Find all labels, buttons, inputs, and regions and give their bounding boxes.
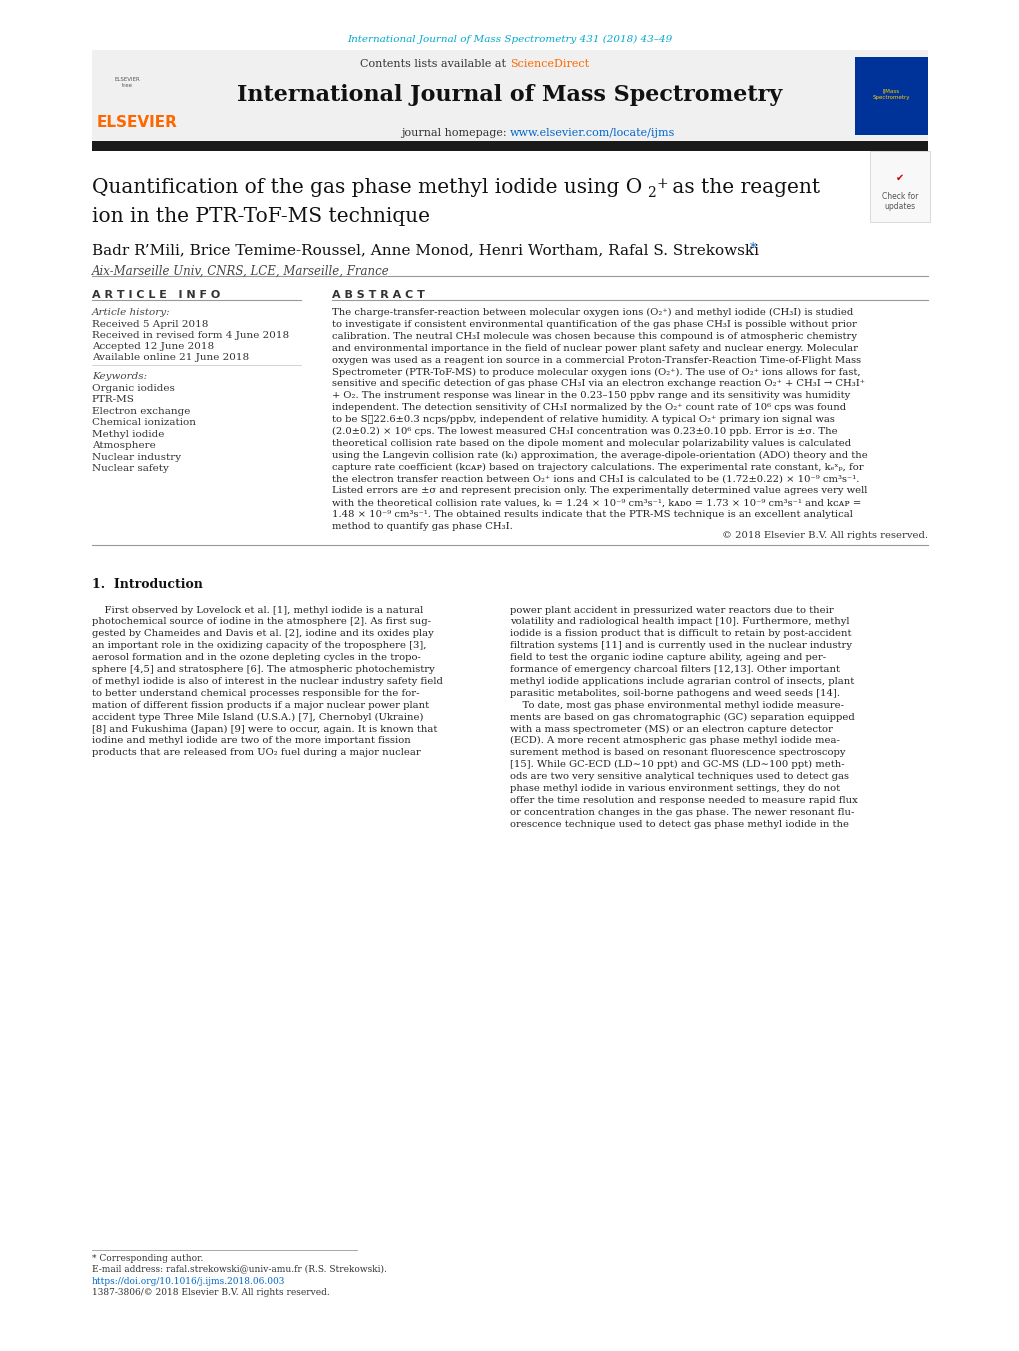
Text: IJMass
Spectrometry: IJMass Spectrometry: [872, 89, 909, 100]
Text: +: +: [656, 177, 667, 190]
Text: photochemical source of iodine in the atmosphere [2]. As first sug-: photochemical source of iodine in the at…: [92, 617, 430, 627]
Text: To date, most gas phase environmental methyl iodide measure-: To date, most gas phase environmental me…: [510, 701, 843, 709]
Text: (ECD). A more recent atmospheric gas phase methyl iodide mea-: (ECD). A more recent atmospheric gas pha…: [510, 736, 839, 746]
Text: *: *: [749, 242, 755, 255]
Text: journal homepage:: journal homepage:: [400, 128, 510, 138]
Text: Badr R’Mili, Brice Temime-Roussel, Anne Monod, Henri Wortham, Rafal S. Strekowsk: Badr R’Mili, Brice Temime-Roussel, Anne …: [92, 243, 758, 257]
Text: Nuclear industry: Nuclear industry: [92, 453, 180, 462]
Text: Aix-Marseille Univ, CNRS, LCE, Marseille, France: Aix-Marseille Univ, CNRS, LCE, Marseille…: [92, 265, 389, 278]
Text: with the theoretical collision rate values, kₗ = 1.24 × 10⁻⁹ cm³s⁻¹, kᴀᴅᴏ = 1.73: with the theoretical collision rate valu…: [331, 499, 860, 507]
Text: or concentration changes in the gas phase. The newer resonant flu-: or concentration changes in the gas phas…: [510, 808, 854, 816]
Text: The charge-transfer-reaction between molecular oxygen ions (O₂⁺) and methyl iodi: The charge-transfer-reaction between mol…: [331, 308, 852, 317]
Text: Check for
updates: Check for updates: [881, 192, 917, 211]
Text: 1.48 × 10⁻⁹ cm³s⁻¹. The obtained results indicate that the PTR-MS technique is a: 1.48 × 10⁻⁹ cm³s⁻¹. The obtained results…: [331, 511, 852, 519]
Text: PTR-MS: PTR-MS: [92, 396, 135, 404]
Text: Accepted 12 June 2018: Accepted 12 June 2018: [92, 342, 214, 351]
Text: Nuclear safety: Nuclear safety: [92, 465, 168, 473]
Text: International Journal of Mass Spectrometry: International Journal of Mass Spectromet…: [237, 84, 782, 105]
Text: aerosol formation and in the ozone depleting cycles in the tropo-: aerosol formation and in the ozone deple…: [92, 653, 420, 662]
Text: calibration. The neutral CH₃I molecule was chosen because this compound is of at: calibration. The neutral CH₃I molecule w…: [331, 332, 856, 340]
Text: Chemical ionization: Chemical ionization: [92, 419, 196, 427]
Text: oxygen was used as a reagent ion source in a commercial Proton-Transfer-Reaction: oxygen was used as a reagent ion source …: [331, 355, 860, 365]
Text: ScienceDirect: ScienceDirect: [510, 59, 589, 69]
Text: iodine and methyl iodide are two of the more important fission: iodine and methyl iodide are two of the …: [92, 736, 410, 746]
Text: and environmental importance in the field of nuclear power plant safety and nucl: and environmental importance in the fiel…: [331, 343, 857, 353]
Text: International Journal of Mass Spectrometry 431 (2018) 43–49: International Journal of Mass Spectromet…: [347, 35, 672, 45]
Text: First observed by Lovelock et al. [1], methyl iodide is a natural: First observed by Lovelock et al. [1], m…: [92, 605, 423, 615]
Text: ✔: ✔: [896, 173, 903, 182]
Text: © 2018 Elsevier B.V. All rights reserved.: © 2018 Elsevier B.V. All rights reserved…: [721, 531, 927, 540]
Text: an important role in the oxidizing capacity of the troposphere [3],: an important role in the oxidizing capac…: [92, 642, 426, 650]
Text: ELSEVIER
tree: ELSEVIER tree: [114, 77, 141, 88]
Text: Electron exchange: Electron exchange: [92, 407, 190, 416]
Text: Quantification of the gas phase methyl iodide using O: Quantification of the gas phase methyl i…: [92, 178, 641, 197]
Text: filtration systems [11] and is currently used in the nuclear industry: filtration systems [11] and is currently…: [510, 642, 851, 650]
Text: A B S T R A C T: A B S T R A C T: [331, 290, 424, 300]
Text: to better understand chemical processes responsible for the for-: to better understand chemical processes …: [92, 689, 419, 697]
Text: sensitive and specific detection of gas phase CH₃I via an electron exchange reac: sensitive and specific detection of gas …: [331, 380, 864, 388]
Text: power plant accident in pressurized water reactors due to their: power plant accident in pressurized wate…: [510, 605, 833, 615]
Text: offer the time resolution and response needed to measure rapid flux: offer the time resolution and response n…: [510, 796, 857, 805]
Text: parasitic metabolites, soil-borne pathogens and weed seeds [14].: parasitic metabolites, soil-borne pathog…: [510, 689, 840, 697]
Text: volatility and radiological health impact [10]. Furthermore, methyl: volatility and radiological health impac…: [510, 617, 849, 627]
Text: E-mail address: rafal.strekowski@univ-amu.fr (R.S. Strekowski).: E-mail address: rafal.strekowski@univ-am…: [92, 1265, 386, 1274]
Text: www.elsevier.com/locate/ijms: www.elsevier.com/locate/ijms: [510, 128, 675, 138]
Text: method to quantify gas phase CH₃I.: method to quantify gas phase CH₃I.: [331, 521, 512, 531]
Text: ion in the PTR-ToF-MS technique: ion in the PTR-ToF-MS technique: [92, 207, 429, 226]
Text: accident type Three Mile Island (U.S.A.) [7], Chernobyl (Ukraine): accident type Three Mile Island (U.S.A.)…: [92, 712, 423, 721]
Text: (2.0±0.2) × 10⁶ cps. The lowest measured CH₃I concentration was 0.23±0.10 ppb. E: (2.0±0.2) × 10⁶ cps. The lowest measured…: [331, 427, 837, 436]
Text: formance of emergency charcoal filters [12,13]. Other important: formance of emergency charcoal filters […: [510, 665, 840, 674]
Text: with a mass spectrometer (MS) or an electron capture detector: with a mass spectrometer (MS) or an elec…: [510, 724, 833, 734]
Text: gested by Chameides and Davis et al. [2], iodine and its oxides play: gested by Chameides and Davis et al. [2]…: [92, 630, 433, 638]
Text: https://doi.org/10.1016/j.ijms.2018.06.003: https://doi.org/10.1016/j.ijms.2018.06.0…: [92, 1277, 285, 1286]
Text: Article history:: Article history:: [92, 308, 170, 317]
Text: sphere [4,5] and stratosphere [6]. The atmospheric photochemistry: sphere [4,5] and stratosphere [6]. The a…: [92, 665, 434, 674]
Text: A R T I C L E   I N F O: A R T I C L E I N F O: [92, 290, 220, 300]
Text: using the Langevin collision rate (kₗ) approximation, the average-dipole-orienta: using the Langevin collision rate (kₗ) a…: [331, 451, 866, 459]
Text: iodide is a fission product that is difficult to retain by post-accident: iodide is a fission product that is diff…: [510, 630, 851, 638]
Text: mation of different fission products if a major nuclear power plant: mation of different fission products if …: [92, 701, 429, 709]
Text: capture rate coefficient (kᴄᴀᴘ) based on trajectory calculations. The experiment: capture rate coefficient (kᴄᴀᴘ) based on…: [331, 462, 862, 471]
Text: to be S≄22.6±0.3 ncps/ppbv, independent of relative humidity. A typical O₂⁺ prim: to be S≄22.6±0.3 ncps/ppbv, independent …: [331, 415, 834, 424]
Text: orescence technique used to detect gas phase methyl iodide in the: orescence technique used to detect gas p…: [510, 820, 848, 828]
Text: Received 5 April 2018: Received 5 April 2018: [92, 320, 208, 330]
Text: Spectrometer (PTR-ToF-MS) to produce molecular oxygen ions (O₂⁺). The use of O₂⁺: Spectrometer (PTR-ToF-MS) to produce mol…: [331, 367, 859, 377]
Text: products that are released from UO₂ fuel during a major nuclear: products that are released from UO₂ fuel…: [92, 748, 420, 757]
Text: to investigate if consistent environmental quantification of the gas phase CH₃I : to investigate if consistent environment…: [331, 320, 856, 328]
Text: Methyl iodide: Methyl iodide: [92, 430, 164, 439]
Text: Listed errors are ±σ and represent precision only. The experimentally determined: Listed errors are ±σ and represent preci…: [331, 486, 866, 496]
Text: 1387-3806/© 2018 Elsevier B.V. All rights reserved.: 1387-3806/© 2018 Elsevier B.V. All right…: [92, 1288, 329, 1297]
Text: field to test the organic iodine capture ability, ageing and per-: field to test the organic iodine capture…: [510, 653, 825, 662]
Text: ELSEVIER: ELSEVIER: [97, 115, 177, 130]
Text: Contents lists available at: Contents lists available at: [360, 59, 510, 69]
Text: ods are two very sensitive analytical techniques used to detect gas: ods are two very sensitive analytical te…: [510, 771, 848, 781]
Text: methyl iodide applications include agrarian control of insects, plant: methyl iodide applications include agrar…: [510, 677, 854, 686]
Text: + O₂. The instrument response was linear in the 0.23–150 ppbv range and its sens: + O₂. The instrument response was linear…: [331, 392, 849, 400]
Text: Atmosphere: Atmosphere: [92, 440, 156, 450]
Text: Received in revised form 4 June 2018: Received in revised form 4 June 2018: [92, 331, 288, 340]
Text: of methyl iodide is also of interest in the nuclear industry safety field: of methyl iodide is also of interest in …: [92, 677, 442, 686]
Text: Organic iodides: Organic iodides: [92, 384, 174, 393]
Text: surement method is based on resonant fluorescence spectroscopy: surement method is based on resonant flu…: [510, 748, 845, 757]
Text: as the reagent: as the reagent: [665, 178, 819, 197]
Text: independent. The detection sensitivity of CH₃I normalized by the O₂⁺ count rate : independent. The detection sensitivity o…: [331, 403, 845, 412]
Text: 1.  Introduction: 1. Introduction: [92, 578, 203, 592]
Text: the electron transfer reaction between O₂⁺ ions and CH₃I is calculated to be (1.: the electron transfer reaction between O…: [331, 474, 858, 484]
Text: Available online 21 June 2018: Available online 21 June 2018: [92, 353, 249, 362]
Text: [8] and Fukushima (Japan) [9] were to occur, again. It is known that: [8] and Fukushima (Japan) [9] were to oc…: [92, 724, 437, 734]
Text: * Corresponding author.: * Corresponding author.: [92, 1254, 203, 1263]
Text: 2: 2: [646, 186, 655, 200]
Text: ments are based on gas chromatographic (GC) separation equipped: ments are based on gas chromatographic (…: [510, 712, 854, 721]
Text: Keywords:: Keywords:: [92, 372, 147, 381]
Text: phase methyl iodide in various environment settings, they do not: phase methyl iodide in various environme…: [510, 784, 840, 793]
Text: theoretical collision rate based on the dipole moment and molecular polarizabili: theoretical collision rate based on the …: [331, 439, 850, 447]
Text: [15]. While GC-ECD (LD∼10 ppt) and GC-MS (LD∼100 ppt) meth-: [15]. While GC-ECD (LD∼10 ppt) and GC-MS…: [510, 761, 844, 769]
